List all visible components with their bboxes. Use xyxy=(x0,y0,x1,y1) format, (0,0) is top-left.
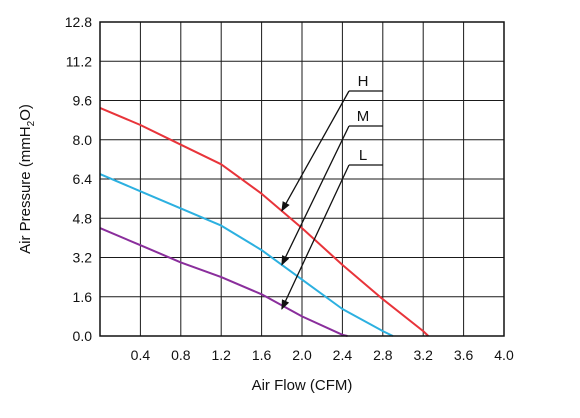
plot-border xyxy=(99,21,505,337)
grid xyxy=(100,22,504,336)
x-tick-label: 2.4 xyxy=(333,347,353,363)
series-line-m xyxy=(99,173,394,337)
x-tick-label: 0.8 xyxy=(171,347,191,363)
curve-callouts: H M L xyxy=(281,73,383,310)
y-tick-label: 1.6 xyxy=(73,289,93,305)
x-tick-label: 3.2 xyxy=(413,347,433,363)
curve-label-h: H xyxy=(358,73,369,90)
y-tick-label: 9.6 xyxy=(73,93,93,109)
x-tick-label: 4.0 xyxy=(494,347,514,363)
x-tick-label: 1.6 xyxy=(252,347,272,363)
x-axis-title: Air Flow (CFM) xyxy=(252,377,353,394)
series-line-l xyxy=(99,227,348,337)
x-tick-label: 2.0 xyxy=(292,347,312,363)
y-tick-label: 6.4 xyxy=(73,171,93,187)
tick-labels: 0.4 0.8 1.2 1.6 2.0 2.4 2.8 3.2 3.6 4.0 0.0 1.6 3.2 4… xyxy=(65,14,514,363)
y-axis-title: Air Pressure (mmH2O) xyxy=(17,104,37,254)
series-layer xyxy=(99,106,429,337)
y-axis-title-main: Air Pressure (mmH xyxy=(17,126,34,254)
series-line-h xyxy=(99,106,429,337)
curve-arrow-l xyxy=(281,164,350,310)
x-tick-label: 0.4 xyxy=(131,347,151,363)
y-axis-title-subscript: 2 xyxy=(26,120,37,126)
plot-frame xyxy=(99,21,505,337)
y-tick-label: 12.8 xyxy=(65,14,92,30)
y-tick-label: 11.2 xyxy=(66,53,92,69)
x-tick-label: 1.2 xyxy=(211,347,231,363)
y-tick-label: 4.8 xyxy=(73,210,93,226)
x-tick-label: 2.8 xyxy=(373,347,393,363)
x-tick-label: 3.6 xyxy=(454,347,474,363)
curve-label-l: L xyxy=(359,147,367,164)
y-tick-label: 3.2 xyxy=(73,250,93,266)
curve-arrow-m xyxy=(281,125,350,266)
y-tick-label: 0.0 xyxy=(73,328,93,344)
curve-arrow-h xyxy=(281,90,350,212)
y-tick-label: 8.0 xyxy=(73,132,93,148)
y-axis-title-tail: O) xyxy=(17,104,34,121)
curve-label-m: M xyxy=(357,108,370,125)
